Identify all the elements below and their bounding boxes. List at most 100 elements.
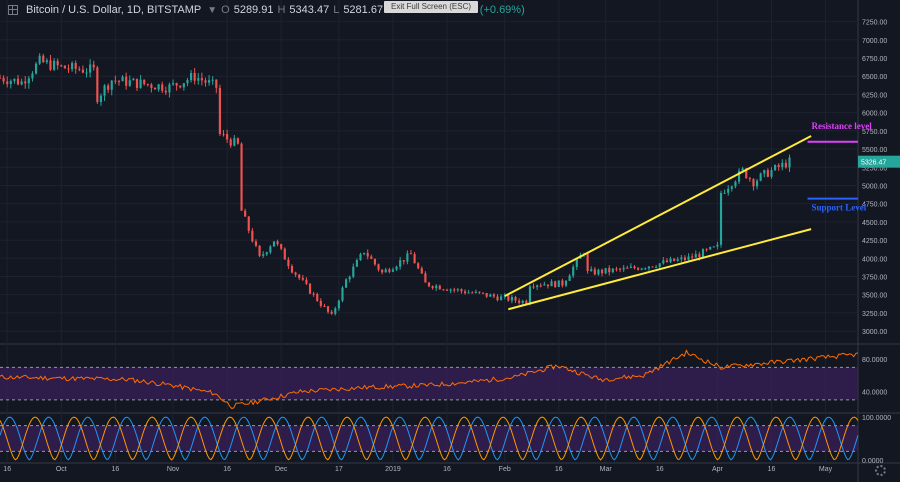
candle [770, 170, 773, 177]
candle [597, 269, 600, 275]
candle [197, 78, 200, 81]
candle [226, 134, 229, 140]
candle [409, 253, 413, 255]
candle [0, 77, 2, 79]
candle [460, 289, 463, 292]
time-tick-label: 17 [335, 466, 343, 473]
candle [247, 216, 250, 231]
candle [251, 230, 254, 242]
candle [16, 78, 20, 85]
candle [31, 73, 34, 79]
candle [716, 244, 719, 247]
candle [774, 165, 777, 171]
candle [67, 68, 70, 70]
candle [424, 273, 427, 283]
price-tick-label: 3500.00 [862, 293, 887, 300]
candle [554, 281, 557, 287]
candle [290, 266, 294, 273]
price-tick-label: 6500.00 [862, 74, 887, 81]
candle [719, 192, 723, 245]
candle [492, 294, 495, 297]
candle [63, 65, 66, 69]
candle [287, 259, 290, 267]
candle [759, 173, 762, 181]
candle [13, 78, 16, 81]
candle [691, 256, 694, 258]
candle [637, 268, 640, 270]
candle [417, 263, 420, 269]
chevron-down-icon[interactable]: ▼ [207, 4, 218, 16]
last-price-label: 5326.47 [861, 160, 886, 167]
candle [45, 60, 48, 63]
time-tick-label: Feb [499, 466, 511, 473]
candle [384, 269, 387, 273]
candle [337, 300, 340, 309]
candle [651, 266, 654, 268]
candle [784, 162, 787, 168]
candle [781, 162, 784, 168]
price-tick-label: 3250.00 [862, 311, 887, 318]
price-tick-label: 7250.00 [862, 20, 887, 27]
candle [308, 283, 312, 294]
candle [269, 246, 272, 253]
candle [236, 138, 240, 144]
candle [500, 296, 503, 301]
stoch-tick-label: 100.0000 [862, 415, 891, 422]
price-tick-label: 4500.00 [862, 220, 887, 227]
candle [146, 84, 149, 86]
candle [788, 157, 791, 168]
rsi-tick-label: 80.0000 [862, 357, 887, 364]
candle [215, 79, 218, 88]
candle [352, 266, 355, 277]
candle [593, 269, 596, 275]
candle [161, 84, 164, 91]
candle [730, 186, 733, 189]
candle [485, 293, 488, 297]
candle [748, 178, 751, 180]
gear-icon[interactable] [875, 465, 886, 476]
candle [381, 269, 384, 273]
candle [427, 282, 431, 287]
candle [107, 85, 110, 90]
candle [377, 264, 380, 270]
candle [135, 78, 139, 88]
candle [673, 258, 676, 261]
candles-group [0, 53, 791, 316]
candle [258, 245, 261, 256]
candle [737, 170, 741, 182]
candle [200, 78, 203, 81]
candle [20, 81, 23, 85]
candle [117, 80, 121, 82]
time-tick-label: Mar [600, 466, 613, 473]
low-value: 5281.67 [343, 4, 384, 16]
candle [78, 68, 81, 70]
candle [568, 275, 571, 281]
stoch-k-line [0, 416, 859, 461]
rsi-line [0, 349, 859, 410]
time-tick-label: Oct [56, 466, 67, 473]
candle [110, 80, 113, 90]
candle [435, 285, 438, 289]
candle [647, 266, 650, 269]
candle [604, 268, 607, 274]
candle [254, 241, 258, 246]
grid-icon[interactable] [8, 5, 18, 15]
time-tick-label: 16 [111, 466, 119, 473]
candle [34, 63, 38, 74]
candle [734, 181, 737, 187]
candle [312, 293, 315, 295]
candle [615, 268, 618, 270]
time-tick-label: Dec [275, 466, 288, 473]
exit-fullscreen-button[interactable]: Exit Full Screen (ESC) [384, 1, 478, 13]
candle [301, 277, 304, 280]
candle [546, 284, 550, 287]
candle [9, 80, 12, 85]
candle [449, 289, 452, 291]
candle [150, 84, 153, 89]
candle [56, 60, 59, 66]
candle [572, 266, 575, 276]
symbol-title[interactable]: Bitcoin / U.S. Dollar, 1D, BITSTAMP [26, 4, 202, 16]
candle [600, 269, 604, 274]
